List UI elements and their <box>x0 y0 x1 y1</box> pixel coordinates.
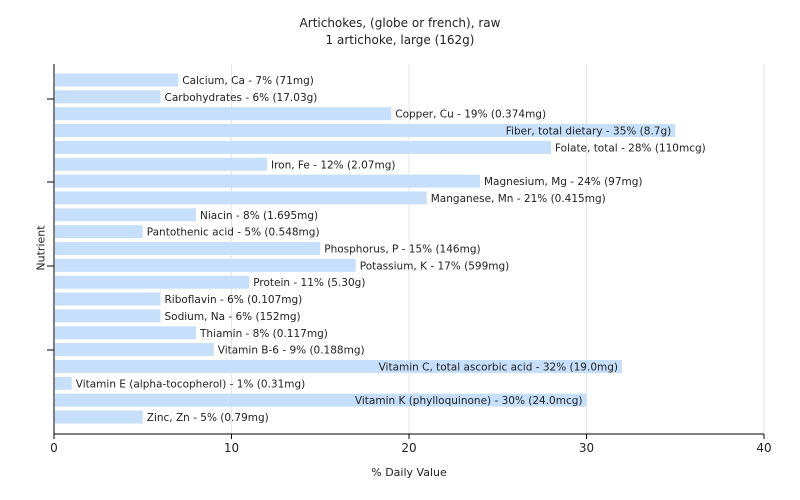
bar-label: Magnesium, Mg - 24% (97mg) <box>484 176 643 188</box>
bar-label: Calcium, Ca - 7% (71mg) <box>182 75 314 87</box>
bar-label: Manganese, Mn - 21% (0.415mg) <box>431 193 606 205</box>
chart-subtitle: 1 artichoke, large (162g) <box>325 33 475 47</box>
bar-label: Riboflavin - 6% (0.107mg) <box>165 294 303 306</box>
bar-label: Niacin - 8% (1.695mg) <box>200 210 318 222</box>
bar <box>55 225 143 239</box>
bar-label: Folate, total - 28% (110mcg) <box>555 142 706 154</box>
bar <box>55 376 72 390</box>
bar <box>55 124 676 138</box>
bar-label: Zinc, Zn - 5% (0.79mg) <box>147 412 269 424</box>
bar <box>55 242 321 255</box>
bar-label: Sodium, Na - 6% (152mg) <box>165 311 301 323</box>
y-axis-label: Nutrient <box>34 225 48 271</box>
bar <box>55 73 179 87</box>
bar <box>55 191 427 205</box>
chart-title: Artichokes, (globe or french), raw <box>299 16 501 30</box>
bar-label: Copper, Cu - 19% (0.374mg) <box>395 109 546 121</box>
bar <box>55 393 587 407</box>
bar <box>55 140 551 154</box>
bar-label: Vitamin K (phylloquinone) - 30% (24.0mcg… <box>355 395 583 407</box>
x-axis-label: % Daily Value <box>371 466 447 479</box>
x-tick-label: 20 <box>401 441 416 455</box>
bar <box>55 174 480 188</box>
bar-label: Vitamin B-6 - 9% (0.188mg) <box>218 345 365 357</box>
bar-label: Carbohydrates - 6% (17.03g) <box>165 92 318 104</box>
bar-label: Thiamin - 8% (0.117mg) <box>199 328 328 340</box>
bar-label: Vitamin E (alpha-tocopherol) - 1% (0.31m… <box>76 378 306 390</box>
bar <box>55 292 161 306</box>
bar <box>55 410 143 424</box>
bar-label: Potassium, K - 17% (599mg) <box>360 260 510 272</box>
bar-label: Vitamin C, total ascorbic acid - 32% (19… <box>379 361 618 373</box>
bar <box>55 90 161 104</box>
x-tick-label: 10 <box>224 441 239 455</box>
bar <box>55 275 250 289</box>
bar <box>55 326 196 340</box>
bar-label: Phosphorus, P - 15% (146mg) <box>324 244 480 256</box>
x-tick-label: 30 <box>579 441 594 455</box>
bar <box>55 107 392 121</box>
bar <box>55 343 214 357</box>
bar <box>55 208 196 222</box>
bar <box>55 157 267 171</box>
bar-label: Protein - 11% (5.30g) <box>253 277 365 289</box>
x-tick-label: 40 <box>756 441 771 455</box>
bar-label: Iron, Fe - 12% (2.07mg) <box>271 159 395 171</box>
x-tick-label: 0 <box>50 441 58 455</box>
bar <box>55 258 356 272</box>
bar-label: Pantothenic acid - 5% (0.548mg) <box>147 227 320 239</box>
bar-label: Fiber, total dietary - 35% (8.7g) <box>506 126 671 138</box>
bar <box>55 359 622 373</box>
bar <box>55 309 161 323</box>
